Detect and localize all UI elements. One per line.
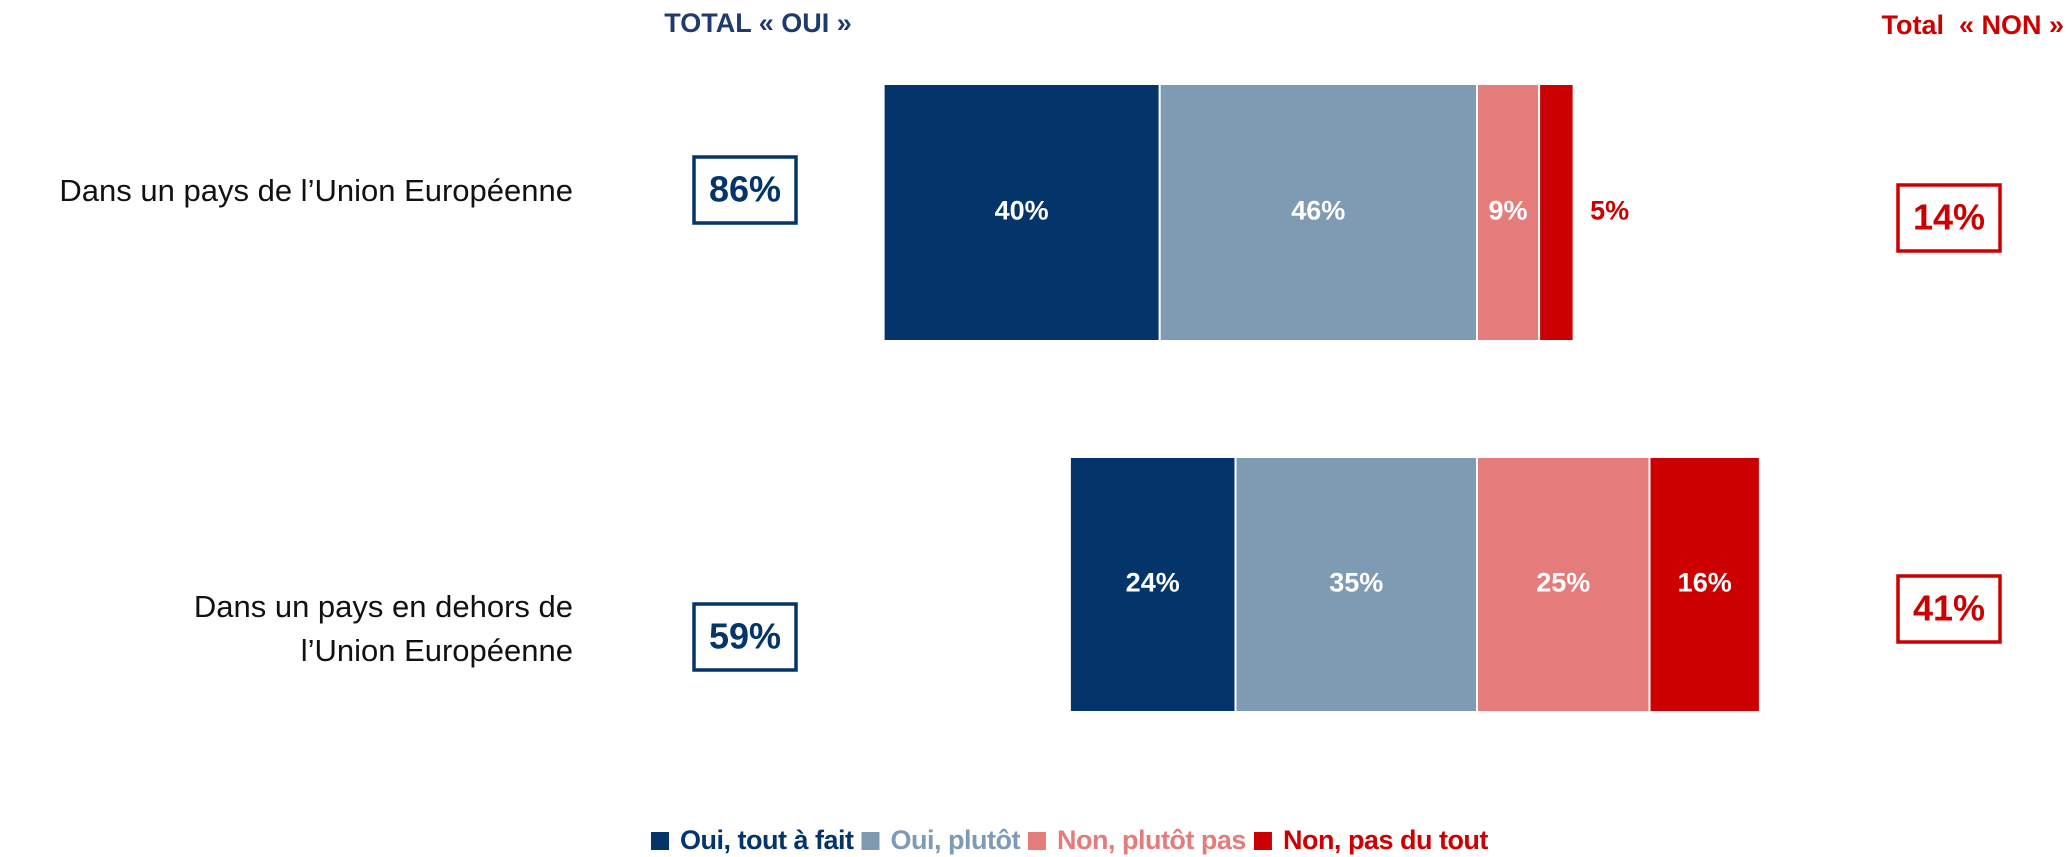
- legend-label: Oui, tout à fait: [680, 825, 854, 855]
- value-label: 25%: [1536, 568, 1590, 598]
- legend-label: Non, pas du tout: [1283, 825, 1488, 855]
- total-non-box: [1896, 183, 2002, 253]
- total-oui-box: [692, 602, 798, 672]
- value-label: 16%: [1678, 568, 1732, 598]
- total-oui-box: [692, 155, 798, 225]
- legend-label: Oui, plutôt: [891, 825, 1021, 855]
- category-label: l’Union Européenne: [301, 633, 573, 668]
- bar-segment: [1538, 83, 1575, 342]
- total-oui-label: 59%: [709, 616, 781, 657]
- value-label: 24%: [1126, 568, 1180, 598]
- value-label: 35%: [1329, 568, 1383, 598]
- bar-segment: [1648, 456, 1761, 713]
- legend-swatch: [1027, 832, 1046, 850]
- bar-segment: [882, 83, 1161, 342]
- bar-segment: [1476, 83, 1541, 342]
- value-label: 46%: [1291, 196, 1345, 226]
- bar-segment: [1476, 456, 1651, 713]
- bar-segment: [1068, 456, 1237, 713]
- value-label: 5%: [1590, 196, 1629, 226]
- value-label: 40%: [995, 196, 1049, 226]
- value-label: 9%: [1489, 196, 1528, 226]
- bar-segment: [1234, 456, 1478, 713]
- legend-swatch: [1253, 832, 1272, 850]
- legend-swatch: [861, 832, 880, 850]
- legend-swatch: [651, 832, 669, 850]
- total-oui-label: 86%: [709, 169, 781, 210]
- header-oui: TOTAL « OUI »: [664, 8, 852, 38]
- total-non-box: [1896, 574, 2002, 644]
- total-non-label: 14%: [1913, 197, 1985, 238]
- bar-segment: [1158, 83, 1478, 342]
- total-non-label: 41%: [1913, 588, 1985, 629]
- header-non: Total « NON »: [1881, 10, 2064, 40]
- legend-label: Non, plutôt pas: [1057, 825, 1246, 855]
- category-label: Dans un pays de l’Union Européenne: [59, 173, 573, 208]
- category-label: Dans un pays en dehors de: [194, 589, 573, 624]
